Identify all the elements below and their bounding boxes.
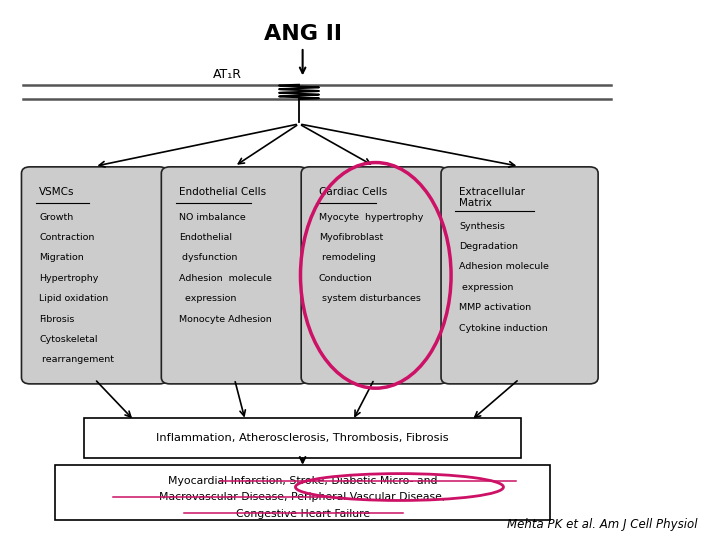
Text: ANG II: ANG II xyxy=(264,24,341,44)
Text: Cytokine induction: Cytokine induction xyxy=(459,323,548,333)
Text: Hypertrophy: Hypertrophy xyxy=(39,274,99,283)
Text: Mehta PK et al. Am J Cell Physiol: Mehta PK et al. Am J Cell Physiol xyxy=(507,517,697,531)
Text: Cardiac Cells: Cardiac Cells xyxy=(319,187,387,197)
Text: Extracellular
Matrix: Extracellular Matrix xyxy=(459,187,526,208)
Text: Adhesion  molecule: Adhesion molecule xyxy=(179,274,272,283)
Text: Cytoskeletal: Cytoskeletal xyxy=(39,335,98,344)
Text: Fibrosis: Fibrosis xyxy=(39,315,74,323)
Text: Endothelial Cells: Endothelial Cells xyxy=(179,187,266,197)
Text: Macrovascular Disease, Peripheral Vascular Disease,: Macrovascular Disease, Peripheral Vascul… xyxy=(159,492,446,502)
Text: Monocyte Adhesion: Monocyte Adhesion xyxy=(179,315,271,323)
Text: AT₁R: AT₁R xyxy=(213,69,242,82)
Text: Growth: Growth xyxy=(39,213,73,221)
Text: Endothelial: Endothelial xyxy=(179,233,232,242)
Text: Congestive Heart Failure: Congestive Heart Failure xyxy=(235,509,369,518)
Text: Myocyte  hypertrophy: Myocyte hypertrophy xyxy=(319,213,423,221)
FancyBboxPatch shape xyxy=(161,167,307,384)
Text: expression: expression xyxy=(459,283,514,292)
FancyBboxPatch shape xyxy=(22,167,168,384)
Text: Inflammation, Atherosclerosis, Thrombosis, Fibrosis: Inflammation, Atherosclerosis, Thrombosi… xyxy=(156,433,449,443)
Text: Lipid oxidation: Lipid oxidation xyxy=(39,294,109,303)
Text: NO imbalance: NO imbalance xyxy=(179,213,246,221)
Text: rearrangement: rearrangement xyxy=(39,355,114,364)
Text: Myocardial Infarction, Stroke, Diabetic Micro- and: Myocardial Infarction, Stroke, Diabetic … xyxy=(168,476,437,487)
FancyBboxPatch shape xyxy=(301,167,448,384)
Text: Conduction: Conduction xyxy=(319,274,372,283)
Text: Synthesis: Synthesis xyxy=(459,221,505,231)
Text: system disturbances: system disturbances xyxy=(319,294,420,303)
Text: Migration: Migration xyxy=(39,253,84,262)
Text: VSMCs: VSMCs xyxy=(39,187,75,197)
Text: Adhesion molecule: Adhesion molecule xyxy=(459,262,549,272)
Text: expression: expression xyxy=(179,294,236,303)
Text: Myofibroblast: Myofibroblast xyxy=(319,233,383,242)
Text: remodeling: remodeling xyxy=(319,253,376,262)
Text: dysfunction: dysfunction xyxy=(179,253,238,262)
Text: Contraction: Contraction xyxy=(39,233,94,242)
Text: MMP activation: MMP activation xyxy=(459,303,531,312)
Text: Degradation: Degradation xyxy=(459,242,518,251)
FancyBboxPatch shape xyxy=(55,465,550,520)
FancyBboxPatch shape xyxy=(84,418,521,458)
FancyBboxPatch shape xyxy=(441,167,598,384)
